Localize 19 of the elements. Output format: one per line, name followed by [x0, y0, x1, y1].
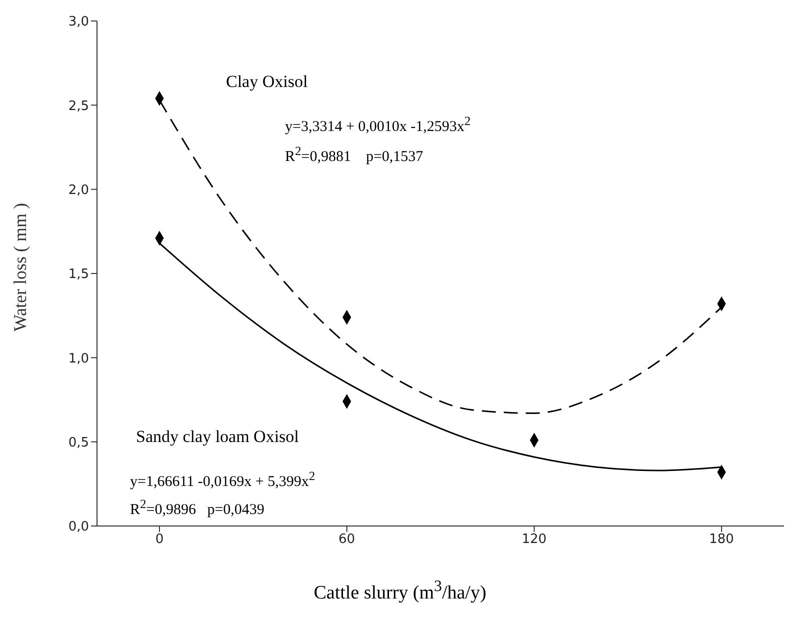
annotation: R$^{2}$=0,9881 p=0,1537: [285, 144, 424, 166]
y-tick-label: 0,5: [68, 435, 89, 450]
annotation: Clay Oxisol: [226, 72, 308, 92]
x-tick-label: 180: [709, 532, 734, 548]
y-tick-label: 0,0: [68, 520, 89, 535]
x-axis-title: Cattle slurry (m$^{3}$/ha/y): [312, 578, 488, 604]
y-axis-title: Water loss ( mm ): [10, 202, 31, 332]
x-tick-label: 0: [155, 532, 164, 548]
x-tick-label: 120: [522, 532, 547, 548]
annotation: Sandy clay loam Oxisol: [136, 427, 299, 447]
x-tick-label: 60: [338, 532, 356, 548]
y-tick-label: 3,0: [68, 14, 89, 30]
annotation: y=1,66611 -0,0169x + 5,399x$^{2}$: [130, 469, 316, 491]
annotation: y=3,3314 + 0,0010x -1,2593x$^{2}$: [285, 114, 471, 136]
y-tick-label: 2,5: [68, 98, 89, 114]
y-tick-label: 1,0: [68, 351, 89, 366]
annotation: R$^{2}$=0,9896 p=0,0439: [130, 497, 264, 519]
y-tick-label: 2,0: [68, 182, 89, 198]
y-tick-label: 1,5: [68, 267, 89, 282]
